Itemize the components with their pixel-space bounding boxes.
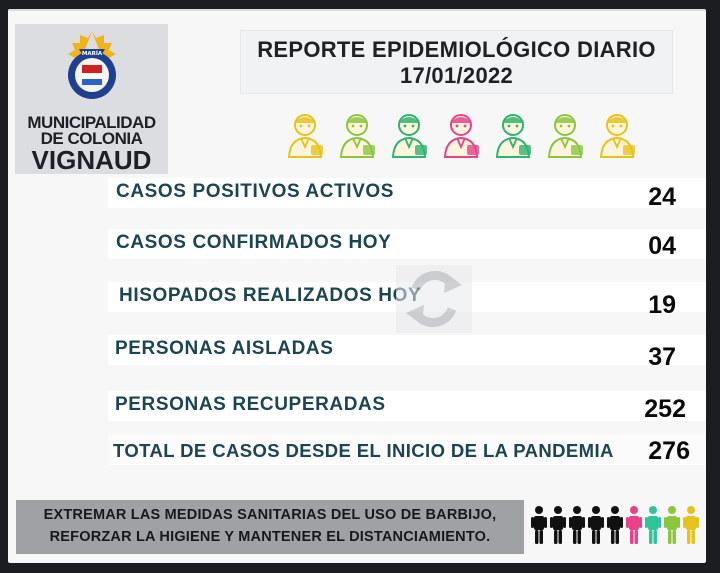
workers-row [281, 109, 642, 159]
report-title: REPORTE EPIDEMIOLÓGICO DIARIO [257, 37, 656, 62]
person-icon [683, 506, 699, 544]
people-crowd [530, 505, 700, 545]
stat-value-active-cases: 24 [648, 183, 676, 211]
logo-line-2: DE COLONIA [40, 129, 143, 148]
person-icon [645, 506, 661, 544]
stat-label: HISOPADOS REALIZADOS HOY [119, 285, 422, 306]
person-icon [626, 506, 642, 544]
advice-line-1: EXTREMAR LAS MEDIDAS SANITARIAS DEL USO … [43, 507, 497, 523]
report-date: 17/01/2022 [399, 63, 514, 88]
doctor-icon [443, 114, 479, 158]
stat-value-swabs-today: 19 [648, 291, 676, 319]
top-divider [8, 9, 706, 11]
stat-label: PERSONAS RECUPERADAS [115, 394, 386, 415]
person-icon [531, 506, 547, 544]
firefighter-icon [599, 114, 635, 158]
person-icon [664, 506, 680, 544]
stat-label: TOTAL DE CASOS DESDE EL INICIO DE LA PAN… [113, 440, 614, 461]
logo-line-1: MUNICIPALIDAD [27, 113, 156, 132]
stat-label: CASOS CONFIRMADOS HOY [116, 232, 392, 253]
person-icon [550, 506, 566, 544]
report-title-box: REPORTE EPIDEMIOLÓGICO DIARIO 17/01/2022 [240, 30, 673, 94]
stat-row-isolated: PERSONAS AISLADAS [108, 335, 706, 365]
municipality-logo: MARÍA MUNICIPALIDAD DE COLONIA VIGNAUD [15, 24, 168, 175]
stat-value-total-cases: 276 [648, 437, 690, 465]
stat-value-isolated: 37 [648, 343, 676, 371]
office-worker-icon [287, 114, 323, 158]
stat-label: PERSONAS AISLADAS [115, 338, 334, 359]
person-icon [588, 506, 604, 544]
crest-text: MARÍA [82, 49, 103, 57]
health-advice-banner: EXTREMAR LAS MEDIDAS SANITARIAS DEL USO … [16, 500, 524, 554]
stat-row-total-cases: TOTAL DE CASOS DESDE EL INICIO DE LA PAN… [108, 435, 706, 465]
stat-row-active-cases: CASOS POSITIVOS ACTIVOS [108, 178, 706, 208]
person-icon [607, 506, 623, 544]
stat-value-recovered: 252 [644, 395, 686, 423]
stat-row-recovered: PERSONAS RECUPERADAS [108, 391, 706, 421]
construction-worker-icon [391, 114, 427, 158]
medic-icon [495, 114, 531, 158]
teacher-icon [547, 114, 583, 158]
stat-value-confirmed-today: 04 [648, 232, 676, 260]
report-card: MARÍA MUNICIPALIDAD DE COLONIA VIGNAUD R… [8, 9, 706, 563]
stat-label: CASOS POSITIVOS ACTIVOS [116, 181, 395, 202]
stat-row-confirmed-today: CASOS CONFIRMADOS HOY [108, 229, 706, 259]
sync-watermark-icon [396, 265, 472, 333]
advice-line-2: REFORZAR LA HIGIENE Y MANTENER EL DISTAN… [49, 529, 491, 545]
nurse-icon [339, 114, 375, 158]
logo-line-3: VIGNAUD [31, 145, 152, 175]
municipal-crest-icon: MARÍA [68, 31, 116, 99]
person-icon [569, 506, 585, 544]
